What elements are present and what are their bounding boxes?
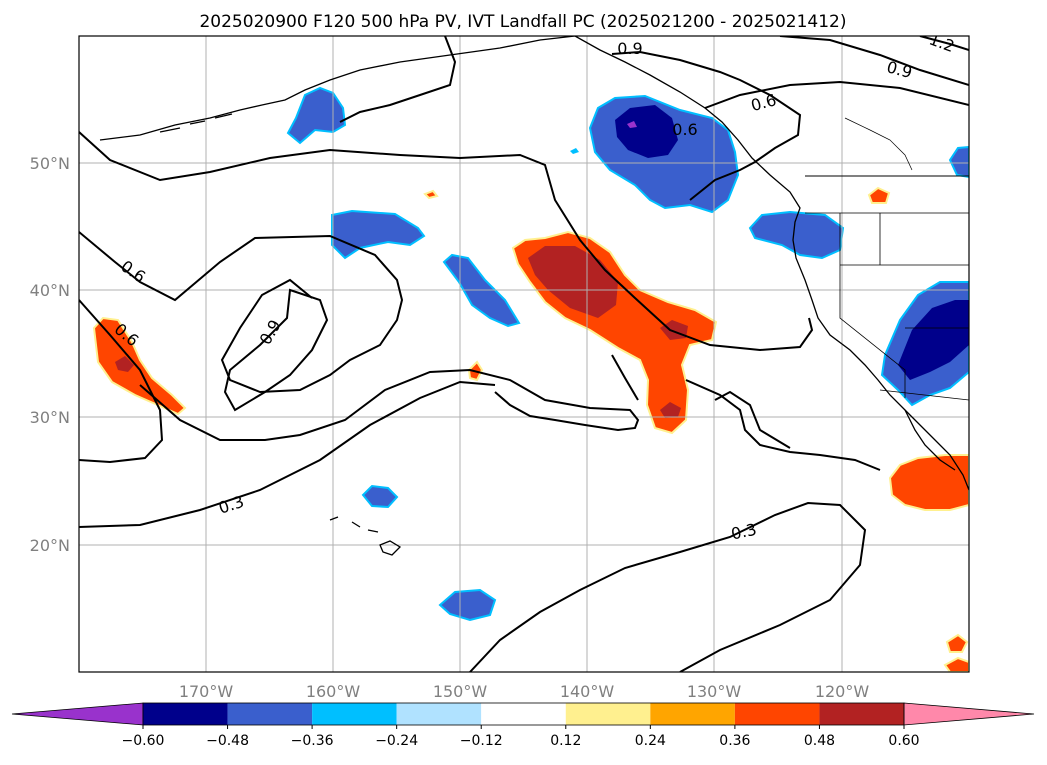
coast-hawaii (329, 516, 402, 556)
map-panel: 0.9 0.6 0.6 0.9 0.6 0.6 0.3 0.9 0.3 1.2 (78, 35, 970, 673)
neg-anom-gulf-extreme (627, 121, 637, 128)
contour-0.3-connector (685, 379, 881, 471)
contour-0.3-southeast (469, 501, 867, 672)
contour-1.2-ne (919, 36, 969, 51)
pos-anom-small2 (423, 189, 439, 200)
colorbar: −0.60 −0.48 −0.36 −0.24 −0.12 0.12 0.24 0.36 0.4… (11, 702, 1035, 749)
coastlines (99, 36, 969, 556)
lat-tick: 30°N (30, 408, 70, 427)
lon-tick: 160°W (306, 682, 361, 701)
pos-anom-mexico (888, 454, 969, 511)
contour-label: 0.6 (672, 120, 697, 139)
contour-0.3-north (79, 131, 814, 352)
colorbar-tick-label: 0.24 (635, 733, 666, 749)
neg-anom-california-core (898, 300, 969, 380)
colorbar-bin (565, 703, 651, 725)
colorbar-bin (396, 703, 482, 725)
pos-anom-small5 (943, 656, 969, 672)
border-states (805, 212, 969, 401)
colorbar-tick-label: 0.48 (804, 733, 835, 749)
lon-tick: 130°W (687, 682, 742, 701)
pos-anom-main-core (528, 246, 618, 318)
contour-0.9-ne (611, 50, 802, 201)
colorbar-extend-high (903, 702, 1035, 726)
colorbar-bin (312, 703, 397, 725)
colorbar-tick-label: 0.12 (550, 733, 581, 749)
pos-anom-main-core3 (660, 402, 681, 418)
colorbar-bin (481, 703, 566, 725)
colorbar-tick-label: 0.60 (888, 733, 919, 749)
map-frame (78, 35, 970, 673)
colorbar-bin (143, 703, 228, 725)
neg-anom-speck (570, 148, 579, 154)
pos-anom-west-core (115, 356, 134, 372)
contour-0.9-loop (223, 288, 329, 412)
lon-tick-labels: 170°W 160°W 150°W 140°W 130°W 120°W (179, 682, 870, 701)
neg-anom-ne-edge (948, 145, 969, 179)
lat-tick: 50°N (30, 154, 70, 173)
contour-north-misc (339, 36, 457, 123)
coast-pnw (574, 36, 969, 491)
colorbar-tick-label: 0.36 (719, 733, 750, 749)
contour-0.3-east (714, 390, 791, 449)
colorbar-bin (734, 703, 820, 725)
contour-label: 0.3 (729, 520, 758, 544)
pos-anom-small1 (867, 186, 891, 204)
neg-anom-alaska (286, 86, 347, 145)
contour-0.3-west (79, 299, 164, 464)
pos-anom-small4 (945, 633, 969, 653)
lat-tick-labels: 50°N 40°N 30°N 20°N (30, 154, 70, 555)
lon-tick: 140°W (560, 682, 615, 701)
contour-0.3-south (79, 380, 496, 528)
lat-tick: 40°N (30, 281, 70, 300)
colorbar-tick-label: −0.48 (206, 733, 249, 749)
neg-anom-hawaii (361, 484, 399, 509)
gridlines (79, 36, 969, 672)
colorbar-bin (819, 703, 904, 725)
neg-anom-gulf-core (615, 105, 678, 158)
colorbar-tick-label: −0.60 (122, 733, 165, 749)
lat-tick: 20°N (30, 536, 70, 555)
contour-0.6-west (79, 231, 404, 394)
lon-tick: 120°W (815, 682, 870, 701)
colorbar-extend-low (11, 702, 144, 726)
coast-alaska-islands (159, 113, 233, 133)
contour-0.6-ne (704, 80, 969, 109)
positive-anomaly-fills (92, 186, 969, 672)
contour-0.9-ne2 (779, 36, 969, 86)
coast-baja (904, 409, 956, 471)
contour-label: 0.9 (617, 39, 642, 58)
lon-tick: 170°W (179, 682, 234, 701)
colorbar-tick-label: −0.12 (460, 733, 503, 749)
colorbar-bin (227, 703, 313, 725)
neg-anom-south (438, 588, 497, 622)
border-canada (844, 117, 913, 171)
colorbar-tick-label: −0.36 (291, 733, 334, 749)
colorbar-bin (650, 703, 735, 725)
coast-alaska (99, 36, 576, 141)
colorbar-outline (142, 702, 905, 726)
colorbar-tick-label: −0.24 (375, 733, 418, 749)
lon-tick: 150°W (433, 682, 488, 701)
map-background (79, 36, 969, 672)
figure-title: 2025020900 F120 500 hPa PV, IVT Landfall… (199, 12, 846, 32)
